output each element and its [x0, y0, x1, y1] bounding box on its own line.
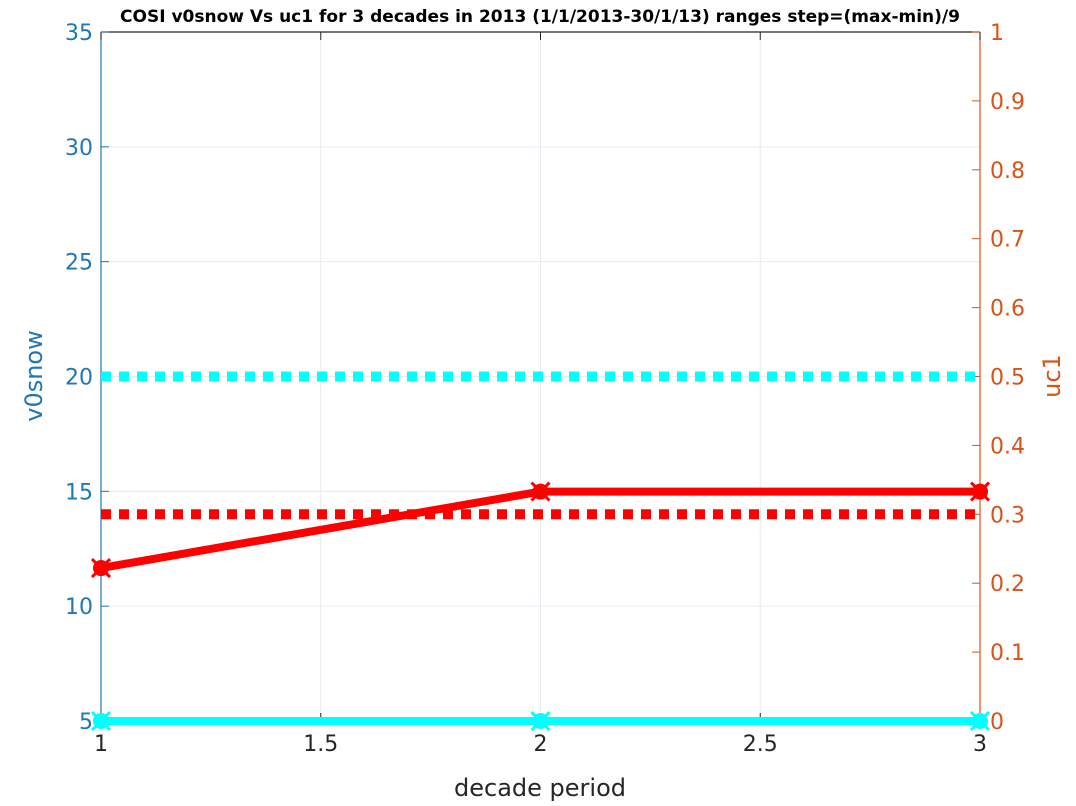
marker-stroke: [969, 710, 991, 732]
right-tick-label: 0.2: [990, 572, 1025, 597]
left-tick-label: 15: [65, 480, 93, 505]
series-layer: [90, 371, 991, 732]
series-point-marker: [969, 481, 991, 502]
left-y-axis-label: v0snow: [20, 330, 48, 422]
marker-stroke: [530, 710, 551, 732]
marker-stroke: [530, 481, 551, 502]
series-point-marker: [530, 710, 551, 732]
marker-stroke: [90, 710, 112, 732]
right-tick-label: 0.9: [990, 90, 1025, 115]
left-tick-label: 5: [79, 710, 93, 735]
chart-title: COSI v0snow Vs uc1 for 3 decades in 2013…: [120, 7, 960, 27]
series-point-marker: [530, 481, 551, 502]
right-tick-label: 0.8: [990, 159, 1025, 184]
x-tick-label: 3: [973, 732, 987, 757]
series-point-marker: [969, 710, 991, 732]
marker-stroke: [90, 557, 112, 579]
series-point-marker: [90, 557, 112, 579]
left-tick-label: 35: [65, 21, 93, 46]
x-tick-label: 2.5: [743, 732, 778, 757]
series-point-marker: [90, 710, 112, 732]
left-tick-label: 10: [65, 595, 93, 620]
right-tick-label: 0.7: [990, 228, 1025, 253]
left-tick-label: 30: [65, 136, 93, 161]
right-tick-label: 0.3: [990, 503, 1025, 528]
right-tick-label: 0.4: [990, 434, 1025, 459]
right-tick-label: 0: [990, 710, 1004, 735]
right-tick-label: 0.6: [990, 297, 1025, 322]
right-y-axis-label: uc1: [1038, 354, 1066, 398]
x-tick-label: 1: [94, 732, 108, 757]
x-tick-label: 2: [534, 732, 548, 757]
marker-stroke: [969, 481, 991, 502]
right-tick-label: 0.5: [990, 366, 1025, 391]
x-tick-label: 1.5: [303, 732, 338, 757]
right-tick-label: 1: [990, 21, 1004, 46]
right-tick-label: 0.1: [990, 641, 1025, 666]
x-axis-label: decade period: [454, 774, 626, 802]
left-tick-label: 20: [65, 366, 93, 391]
tick-labels: 1 1.5 2 2.5 3510152025303500.10.20.30.40.50.…: [65, 21, 1025, 757]
left-tick-label: 25: [65, 251, 93, 276]
